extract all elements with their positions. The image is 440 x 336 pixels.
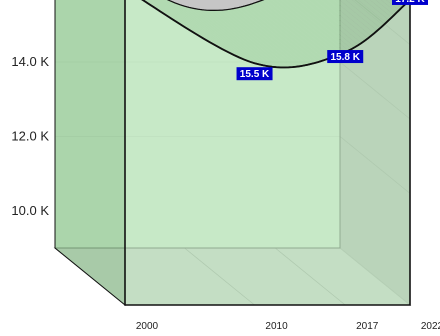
- area-top-segment: [174, 2, 250, 62]
- area-top-segment: [352, 0, 387, 26]
- area-top-segment: [258, 0, 333, 59]
- area-top-segment: [297, 0, 359, 48]
- area-top-segment: [314, 0, 368, 41]
- x-tick-label: 2022: [421, 321, 440, 332]
- x-tick-label: 2010: [265, 321, 288, 332]
- area-top-segment: [233, 7, 308, 66]
- area-top-segment: [381, 0, 399, 13]
- area-top-segment: [206, 10, 281, 68]
- area-top-segment: [154, 0, 204, 39]
- area-top-segment: [164, 0, 234, 55]
- area-top-segment: [226, 9, 301, 67]
- area-top-segment: [156, 0, 210, 42]
- x-axis-ticks: 2000 2010 2017 2022: [136, 321, 440, 332]
- data-label: 15.5 K: [236, 67, 273, 81]
- area-top-segment: [286, 0, 352, 51]
- area-top-segment: [157, 0, 216, 46]
- area-top-segment: [197, 9, 273, 67]
- area-top-segment: [222, 9, 297, 68]
- area-top-segment: [210, 10, 285, 68]
- area-top-segment: [271, 0, 342, 55]
- area-top-segment: [202, 9, 277, 68]
- data-label-text: 15.5 K: [240, 69, 270, 80]
- area-top-segment: [262, 0, 336, 58]
- area-top-segment: [333, 0, 378, 34]
- area-top-segment: [276, 0, 346, 54]
- area-series: [54, 0, 411, 307]
- area-top-segment: [151, 0, 191, 31]
- x-tick-label: 2017: [356, 321, 379, 332]
- area-top-segment: [193, 8, 268, 67]
- area-top-segment: [248, 3, 322, 62]
- area-top-segment: [345, 0, 384, 28]
- area-top-segment: [308, 0, 365, 43]
- data-label-box: [236, 67, 273, 81]
- area-top-segment: [370, 0, 395, 18]
- area-top-segment: [237, 6, 312, 65]
- area-top-segment: [327, 0, 375, 36]
- area-top-segment: [189, 7, 264, 66]
- area-top-segment: [241, 6, 315, 64]
- area-top-segment: [166, 0, 240, 58]
- area-top-segment: [251, 2, 326, 61]
- area-top-segment: [149, 0, 185, 27]
- area-top-segment: [214, 10, 289, 68]
- area-back-curve: [166, 0, 265, 11]
- area-top-segment: [364, 0, 392, 20]
- data-label-text: 17.2 K: [395, 0, 425, 5]
- area-front-curve: [141, 0, 411, 69]
- area-top-segment: [320, 0, 372, 39]
- area-top-segment: [244, 5, 319, 63]
- area-top-segment: [152, 0, 197, 35]
- y-tick-label: 10.0 K: [11, 203, 49, 218]
- area-top-segment: [159, 0, 222, 49]
- data-labels: 17.5 K15.5 K15.8 K17.2 K: [236, 0, 428, 81]
- area-left-face: [54, 0, 126, 307]
- data-label-text: 15.8 K: [330, 52, 360, 63]
- area-top-segment: [255, 1, 329, 60]
- y-axis-ticks: 10.0 K12.0 K14.0 K16.0 K18.0 K: [11, 54, 49, 218]
- data-label-box: [327, 50, 364, 64]
- area-top-segment: [281, 0, 349, 52]
- area-top-segment: [230, 8, 304, 67]
- area-top-segment: [375, 0, 397, 15]
- data-label-box: [392, 0, 428, 5]
- area-top-segment: [266, 0, 339, 56]
- y-tick-label: 14.0 K: [11, 54, 49, 69]
- area-top-segment: [184, 6, 260, 65]
- area-top-segment: [386, 0, 402, 11]
- data-label: 15.8 K: [327, 50, 364, 64]
- data-label: 17.2 K: [392, 0, 428, 5]
- area-top-segment: [179, 4, 255, 64]
- area-top-segment: [161, 0, 228, 52]
- area-top-segment: [358, 0, 389, 23]
- y-tick-label: 12.0 K: [11, 128, 49, 143]
- area-top-segment: [169, 0, 245, 60]
- area-top-segment: [218, 10, 293, 68]
- x-tick-label: 2000: [136, 321, 159, 332]
- area-top-segment: [302, 0, 362, 46]
- area-top-segment: [291, 0, 355, 49]
- area-top-segment: [339, 0, 381, 31]
